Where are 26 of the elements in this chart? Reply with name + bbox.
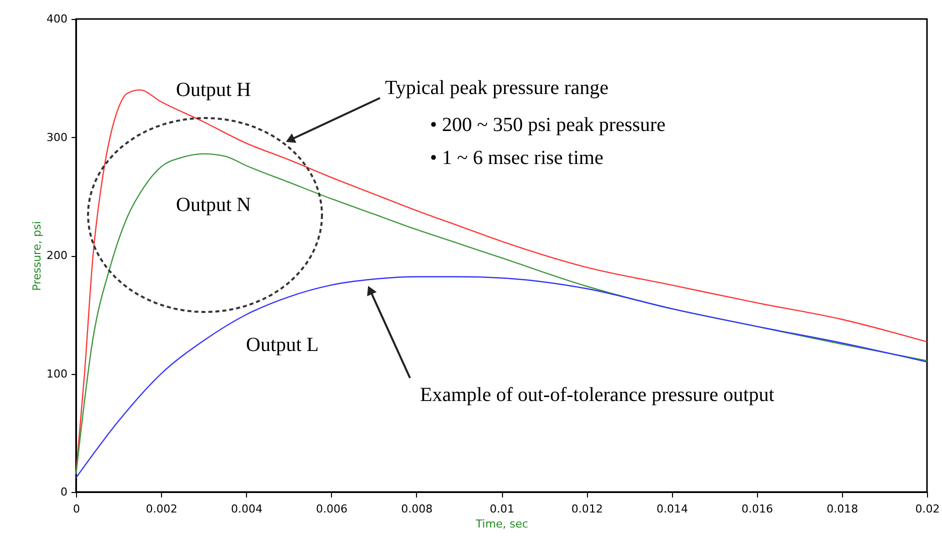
x-tick-label: 0 — [73, 502, 80, 516]
x-tick-label: 0.008 — [401, 502, 433, 516]
x-tick-label: 0.018 — [826, 502, 858, 516]
x-tick-label: 0.02 — [915, 502, 940, 516]
y-tick-label: 200 — [46, 249, 68, 262]
x-tick-label: 0.01 — [490, 502, 514, 516]
y-tick-label: 300 — [46, 130, 68, 144]
y-tick-label: 0 — [60, 486, 68, 498]
y-axis-title: Pressure, psi — [30, 221, 44, 291]
x-tick-label: 0.002 — [146, 502, 178, 516]
x-tick-label: 0.004 — [230, 502, 262, 516]
annotation: • 200 ~ 350 psi peak pressure — [430, 114, 666, 136]
annotation: Example of out-of-tolerance pressure output — [420, 384, 775, 406]
x-tick-label: 0.006 — [316, 502, 348, 516]
annotation: Output H — [176, 79, 251, 101]
y-tick-label: 100 — [46, 367, 68, 380]
annotation: Typical peak pressure range — [385, 77, 609, 99]
x-tick-label: 0.012 — [571, 502, 603, 516]
x-tick-label: 0.014 — [656, 502, 688, 516]
annotation: Output N — [176, 194, 251, 216]
x-tick-label: 0.016 — [742, 502, 774, 516]
annotation: Output L — [246, 334, 319, 356]
annotation: • 1 ~ 6 msec rise time — [430, 147, 604, 169]
x-axis-title: Time, sec — [474, 518, 528, 530]
line-series — [75, 276, 928, 478]
y-tick-label: 400 — [46, 12, 68, 26]
